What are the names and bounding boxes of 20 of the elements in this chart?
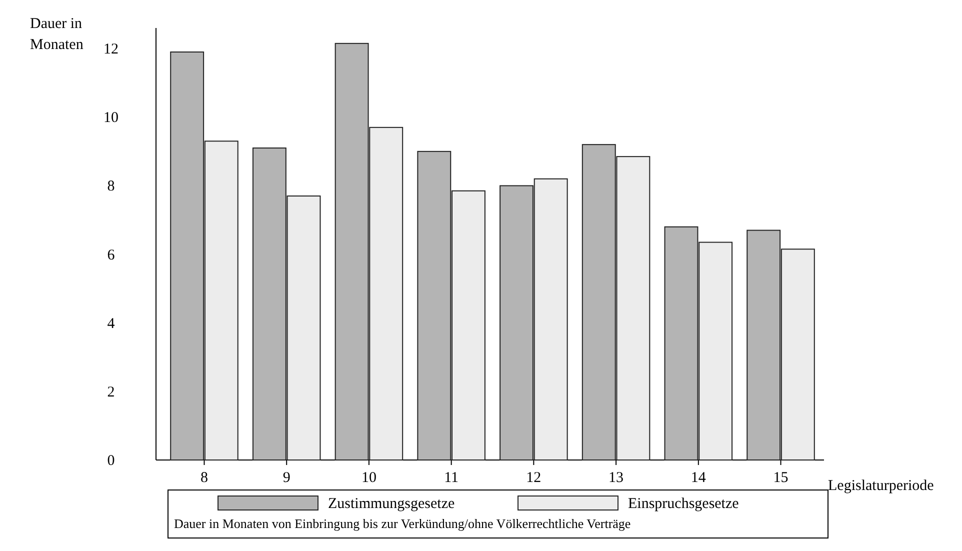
x-tick-label: 15	[773, 470, 788, 486]
text: Einspruchsgesetze	[628, 496, 740, 512]
text: Zustimmungsgesetze	[328, 496, 455, 512]
x-tick-label: 10	[361, 470, 376, 486]
x-tick-label: 8	[200, 470, 208, 486]
y-tick-label: 2	[107, 384, 115, 400]
x-tick-label: 11	[444, 470, 459, 486]
y-tick-label: 12	[104, 42, 118, 58]
text: Dauer in Monaten von Einbringung bis zur Verkündung/ohne Völkerrechtliche Verträge	[174, 516, 631, 531]
y-tick-label: 0	[107, 453, 115, 469]
y-tick-label: 8	[107, 178, 115, 195]
x-tick-label: 12	[526, 470, 542, 486]
y-tick-label: 6	[107, 247, 116, 264]
x-tick-label: 9	[282, 470, 290, 486]
y-tick-label: 10	[104, 110, 118, 126]
y-axis-title: Dauer in Monaten	[30, 16, 84, 53]
y-tick-label: 4	[107, 316, 116, 332]
x-tick-label: 14	[690, 470, 706, 486]
x-axis-title: Legislaturperiode	[828, 478, 934, 494]
x-tick-label: 13	[608, 470, 624, 486]
